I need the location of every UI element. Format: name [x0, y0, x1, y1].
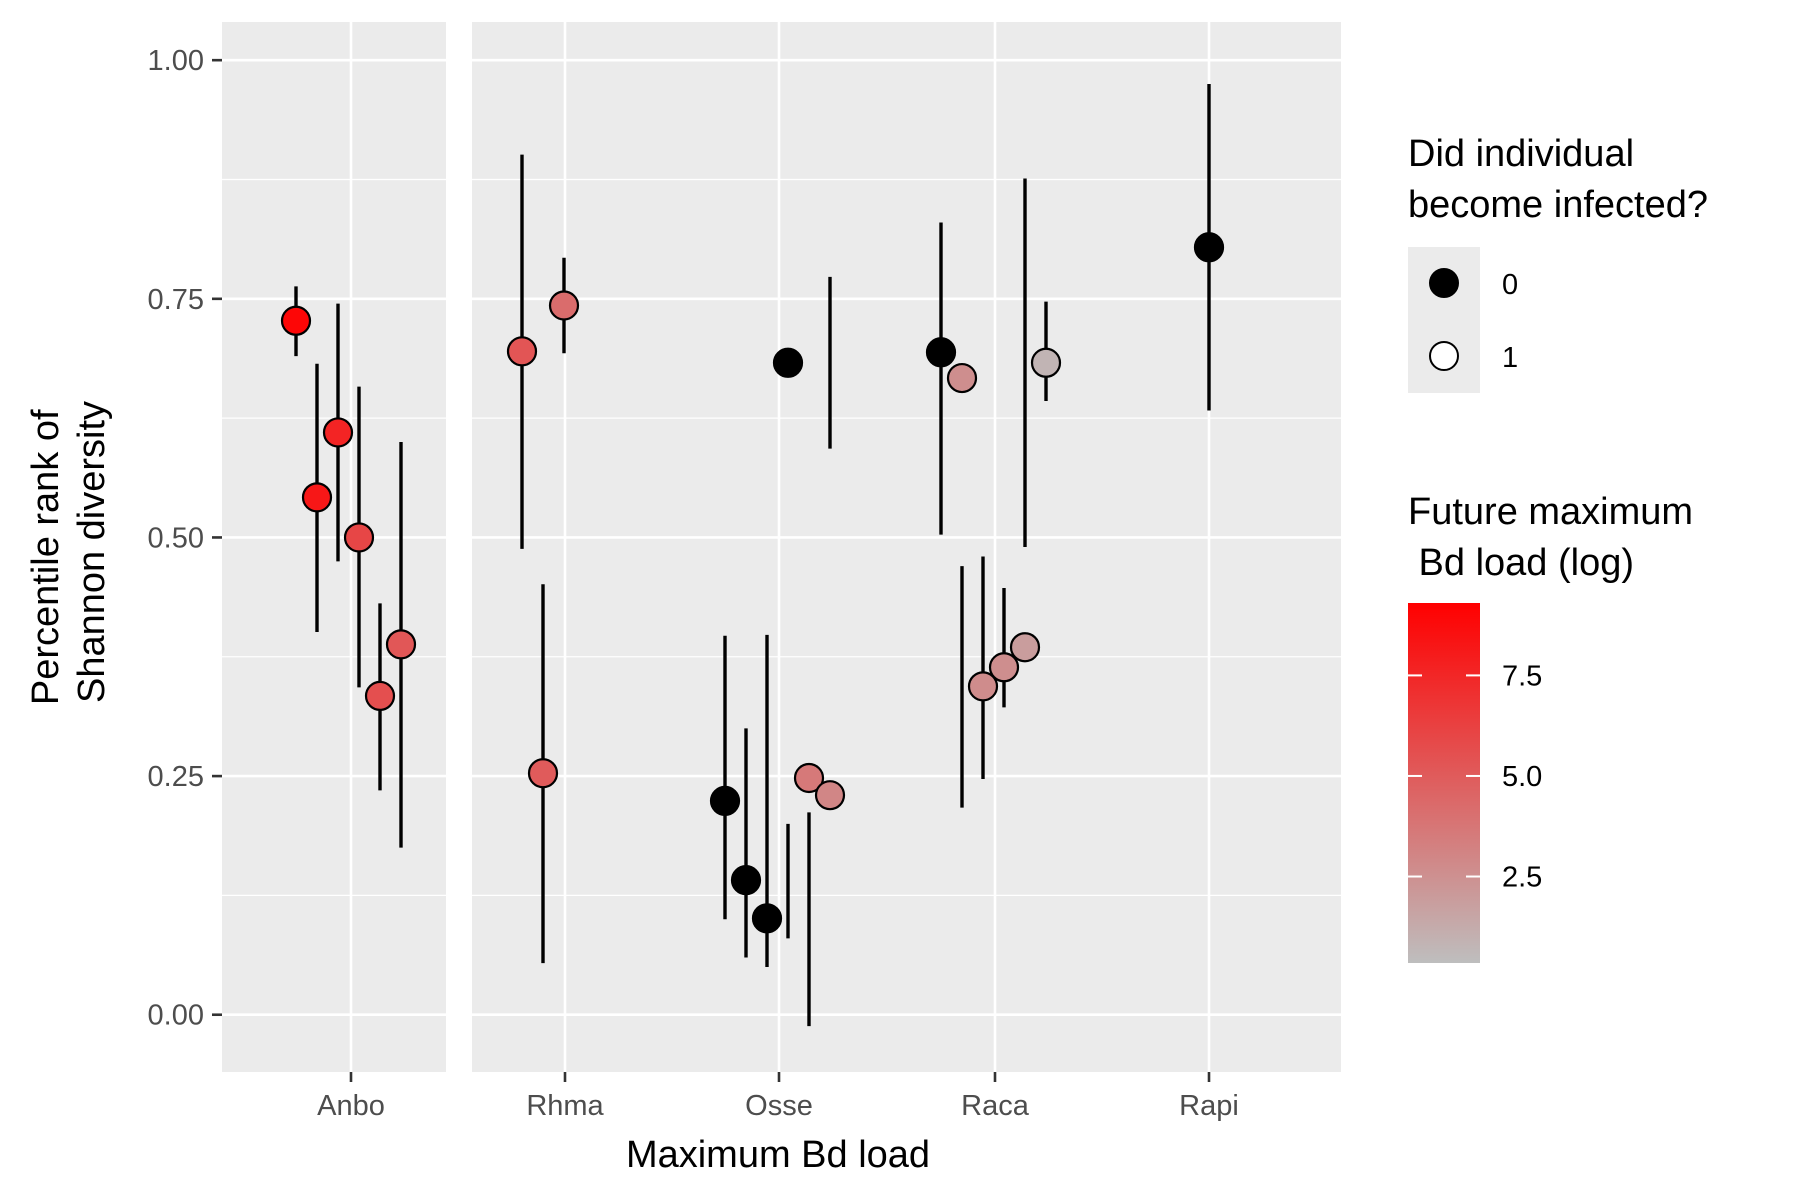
legend-infected: Did individual become infected? 0 1: [1408, 133, 1708, 393]
legend-bd-load: Future maximum Bd load (log) 2.5 5.0 7.5: [1408, 491, 1693, 963]
y-tick-label: 1.00: [148, 45, 204, 77]
legend-infected-title-line-2: become infected?: [1408, 184, 1708, 226]
data-point-rapi-1: [1193, 84, 1225, 411]
data-point-rhma-1: [506, 154, 538, 549]
data-point-raca-1: [925, 222, 957, 535]
x-tick-label-rapi: Rapi: [1179, 1090, 1239, 1122]
point-marker: [343, 522, 375, 553]
point-marker: [730, 865, 762, 896]
x-tick-label-raca: Raca: [961, 1090, 1030, 1122]
point-marker: [280, 305, 312, 336]
data-point-raca-3: [967, 556, 999, 779]
facet-panels: [222, 22, 1341, 1072]
data-point-osse-2: [730, 728, 762, 958]
x-axis-title: Maximum Bd load: [626, 1134, 930, 1176]
point-marker: [814, 780, 846, 811]
y-tick-label: 0.50: [148, 522, 204, 554]
data-point-raca-2: [946, 362, 978, 808]
y-axis-title: Percentile rank of Shannon diversity: [25, 399, 113, 705]
facet-panel-anbo: [222, 22, 446, 1072]
point-marker: [925, 337, 957, 368]
point-marker: [364, 680, 396, 712]
data-point-osse-5: [793, 762, 825, 1027]
data-point-anbo-3: [322, 303, 354, 562]
data-point-raca-6: [1030, 301, 1062, 401]
colorbar-tick-label: 5.0: [1502, 761, 1542, 793]
legend-key-label-1: 1: [1502, 342, 1518, 374]
data-point-rhma-3: [548, 257, 580, 354]
x-axis: Anbo Rhma Osse Raca Rapi: [317, 1072, 1239, 1122]
legend-key-symbol-1: [1429, 341, 1459, 371]
point-marker: [751, 903, 783, 934]
legend-key-label-0: 0: [1502, 269, 1518, 301]
x-tick-label-osse: Osse: [745, 1090, 813, 1122]
point-marker: [301, 482, 333, 513]
facet-panel-rapi: [1117, 22, 1341, 1072]
point-marker: [1193, 232, 1225, 263]
point-marker: [548, 290, 580, 321]
legend-bd-load-title-line-2: Bd load (log): [1408, 542, 1634, 584]
panel-background: [472, 22, 696, 1072]
facet-panel-raca: [903, 22, 1127, 1072]
x-tick-label-anbo: Anbo: [317, 1090, 385, 1122]
panel-background: [903, 22, 1127, 1072]
data-point-anbo-5: [364, 603, 396, 791]
point-marker: [793, 762, 825, 794]
panel-background: [222, 22, 446, 1072]
data-point-osse-6: [814, 276, 846, 811]
y-axis-title-line-2: Shannon diversity: [71, 401, 113, 703]
data-point-rhma-2: [527, 584, 559, 964]
legend-infected-title-line-1: Did individual: [1408, 133, 1634, 175]
point-marker: [527, 758, 559, 789]
point-marker: [385, 629, 417, 660]
point-marker: [709, 785, 741, 817]
legend-infected-title: Did individual become infected?: [1408, 133, 1708, 226]
legend-bd-load-title-line-1: Future maximum: [1408, 491, 1693, 533]
data-point-anbo-2: [301, 363, 333, 632]
colorbar-tick-label: 7.5: [1502, 660, 1542, 692]
point-marker: [988, 652, 1020, 683]
data-point-anbo-1: [280, 286, 312, 357]
colorbar-ticks: 2.5 5.0 7.5: [1408, 660, 1542, 894]
x-tick-label-rhma: Rhma: [526, 1090, 604, 1122]
data-point-raca-4: [988, 588, 1020, 708]
point-marker: [946, 362, 978, 394]
data-point-osse-4: [772, 347, 804, 939]
facet-panel-rhma: [472, 22, 696, 1072]
data-point-anbo-6: [385, 442, 417, 848]
data-point-osse-1: [709, 635, 741, 920]
data-point-anbo-4: [343, 386, 375, 688]
colorbar: [1408, 603, 1480, 963]
point-marker: [967, 671, 999, 702]
legend-bd-load-title: Future maximum Bd load (log): [1408, 491, 1693, 584]
facet-panel-osse: [688, 22, 912, 1072]
y-tick-label: 0.00: [148, 1000, 204, 1032]
data-point-osse-3: [751, 634, 783, 967]
point-marker: [1030, 347, 1062, 378]
y-tick-label: 0.75: [148, 284, 204, 316]
legend-key-symbol-0: [1429, 268, 1459, 298]
data-point-raca-5: [1009, 178, 1041, 663]
point-marker: [772, 347, 804, 378]
point-marker: [506, 336, 538, 367]
panel-background: [1117, 22, 1341, 1072]
y-axis: 0.00 0.25 0.50 0.75 1.00: [148, 45, 222, 1032]
point-marker: [1009, 632, 1041, 663]
point-marker: [322, 417, 354, 448]
y-axis-title-line-1: Percentile rank of: [25, 409, 67, 705]
y-tick-label: 0.25: [148, 761, 204, 793]
colorbar-tick-label: 2.5: [1502, 862, 1542, 894]
